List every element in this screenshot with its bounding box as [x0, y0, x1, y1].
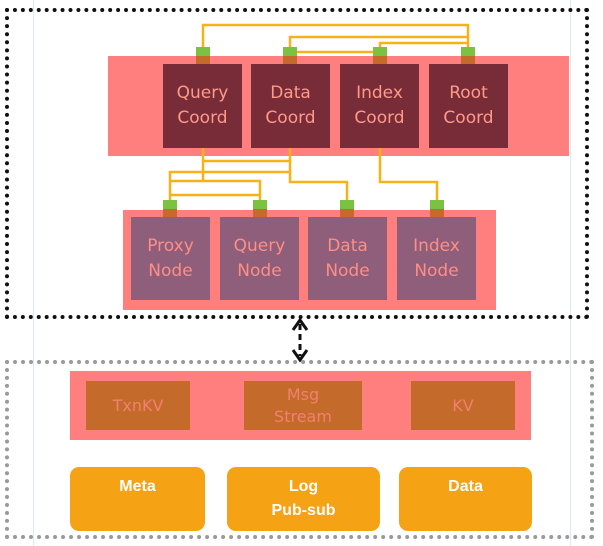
coord-query-coord: Query Coord [163, 64, 242, 148]
connector-port [283, 56, 297, 65]
connector-port [253, 200, 267, 209]
connector-port [340, 200, 354, 209]
connector-port [461, 47, 475, 56]
connector-port [253, 209, 267, 218]
wire [170, 179, 262, 200]
storage-layer-frame [5, 360, 594, 539]
coord-index-coord: Index Coord [340, 64, 419, 148]
node-proxy-node: Proxy Node [131, 217, 210, 300]
connector-port [196, 47, 210, 56]
node-data-node: Data Node [308, 217, 387, 300]
coord-data-coord: Data Coord [251, 64, 330, 148]
guide-line [570, 0, 571, 546]
coord-root-coord: Root Coord [429, 64, 508, 148]
wire [288, 148, 349, 200]
connector-port [163, 200, 177, 209]
storage-txnkv: TxnKV [86, 381, 190, 430]
backend-log-pub-sub: Log Pub-sub [227, 467, 380, 531]
node-index-node: Index Node [397, 217, 476, 300]
wire [168, 170, 290, 200]
connector-port [430, 200, 444, 209]
wire [378, 41, 468, 48]
connector-port [163, 209, 177, 218]
node-query-node: Query Node [220, 217, 299, 300]
connector-port [196, 56, 210, 65]
connector-port [430, 209, 444, 218]
compute-layer-frame [5, 8, 589, 319]
connector-port [340, 209, 354, 218]
backend-data: Data [399, 467, 532, 531]
wire [288, 35, 468, 48]
connector-port [461, 56, 475, 65]
storage-kv: KV [411, 381, 515, 430]
connector-port [373, 47, 387, 56]
connector-port [283, 47, 297, 56]
guide-line [33, 0, 34, 546]
connector-port [373, 56, 387, 65]
bidirectional-arrow [291, 317, 309, 363]
backend-meta: Meta [70, 467, 205, 531]
wire [378, 148, 439, 200]
storage-msg-stream: Msg Stream [244, 381, 362, 430]
